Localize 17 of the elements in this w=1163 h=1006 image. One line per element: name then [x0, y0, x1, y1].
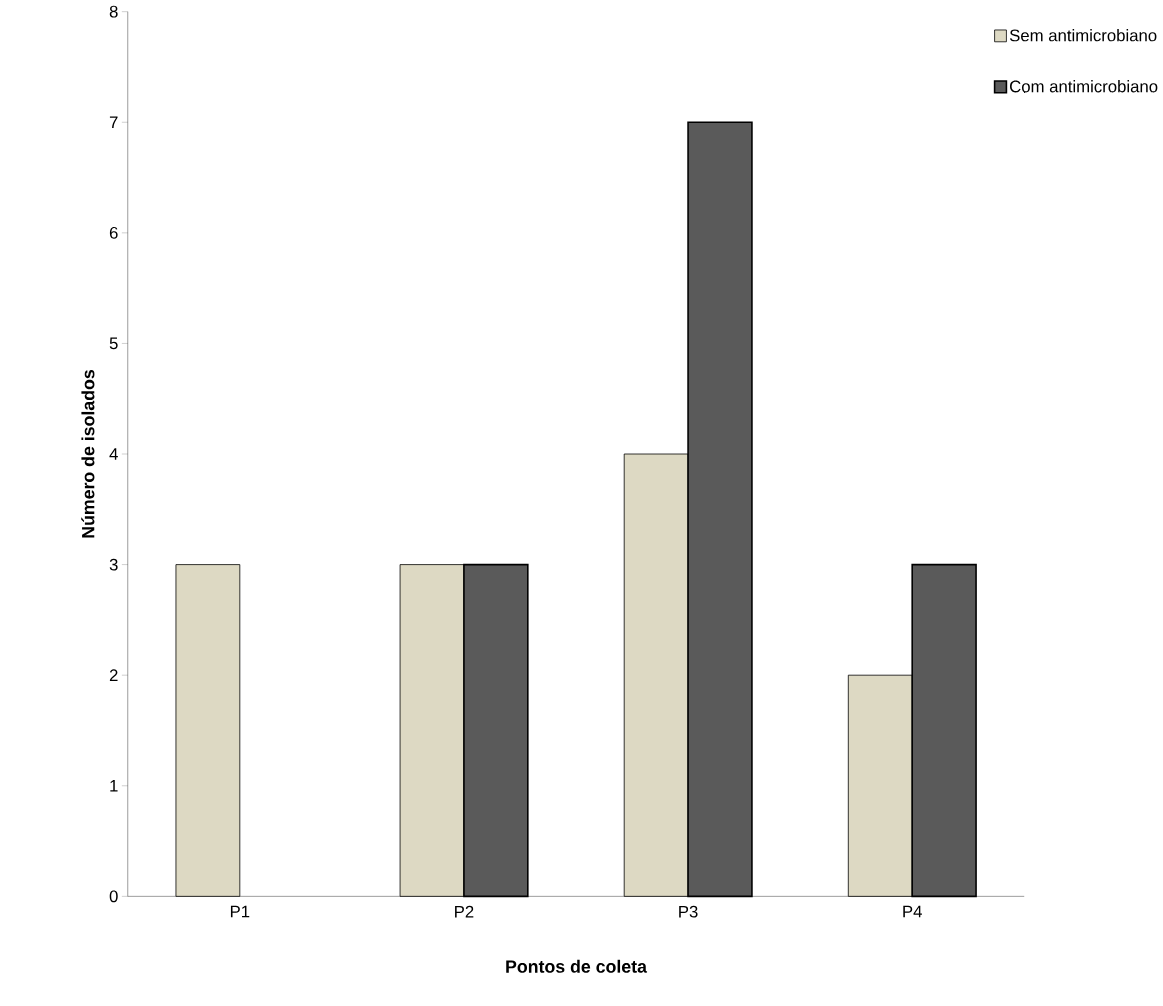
y-tick-label: 4 [109, 448, 118, 460]
y-tick-label: 0 [109, 890, 118, 903]
legend-label: Sem antimicrobiano [1009, 29, 1157, 42]
legend-label: Com antimicrobiano [1010, 80, 1158, 93]
y-tick-label: 3 [109, 558, 118, 571]
y-tick-label: 2 [109, 669, 118, 682]
x-tick-label: P2 [455, 905, 474, 918]
x-tick-label: P3 [679, 905, 698, 918]
y-tick-label: 7 [109, 116, 118, 129]
y-tick-label: 1 [110, 780, 118, 792]
x-axis-title: Pontos de coleta [506, 959, 648, 973]
y-tick-label: 6 [109, 226, 118, 239]
y-tick-label: 8 [109, 5, 118, 18]
y-axis-title: Número de isolados [81, 370, 95, 538]
x-tick-label: P4 [903, 905, 922, 918]
y-tick-label: 5 [109, 337, 118, 350]
x-tick-label: P1 [230, 905, 250, 918]
